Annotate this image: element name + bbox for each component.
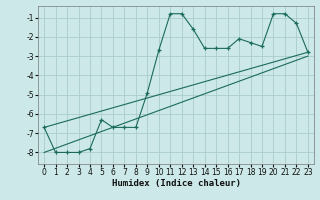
X-axis label: Humidex (Indice chaleur): Humidex (Indice chaleur) (111, 179, 241, 188)
